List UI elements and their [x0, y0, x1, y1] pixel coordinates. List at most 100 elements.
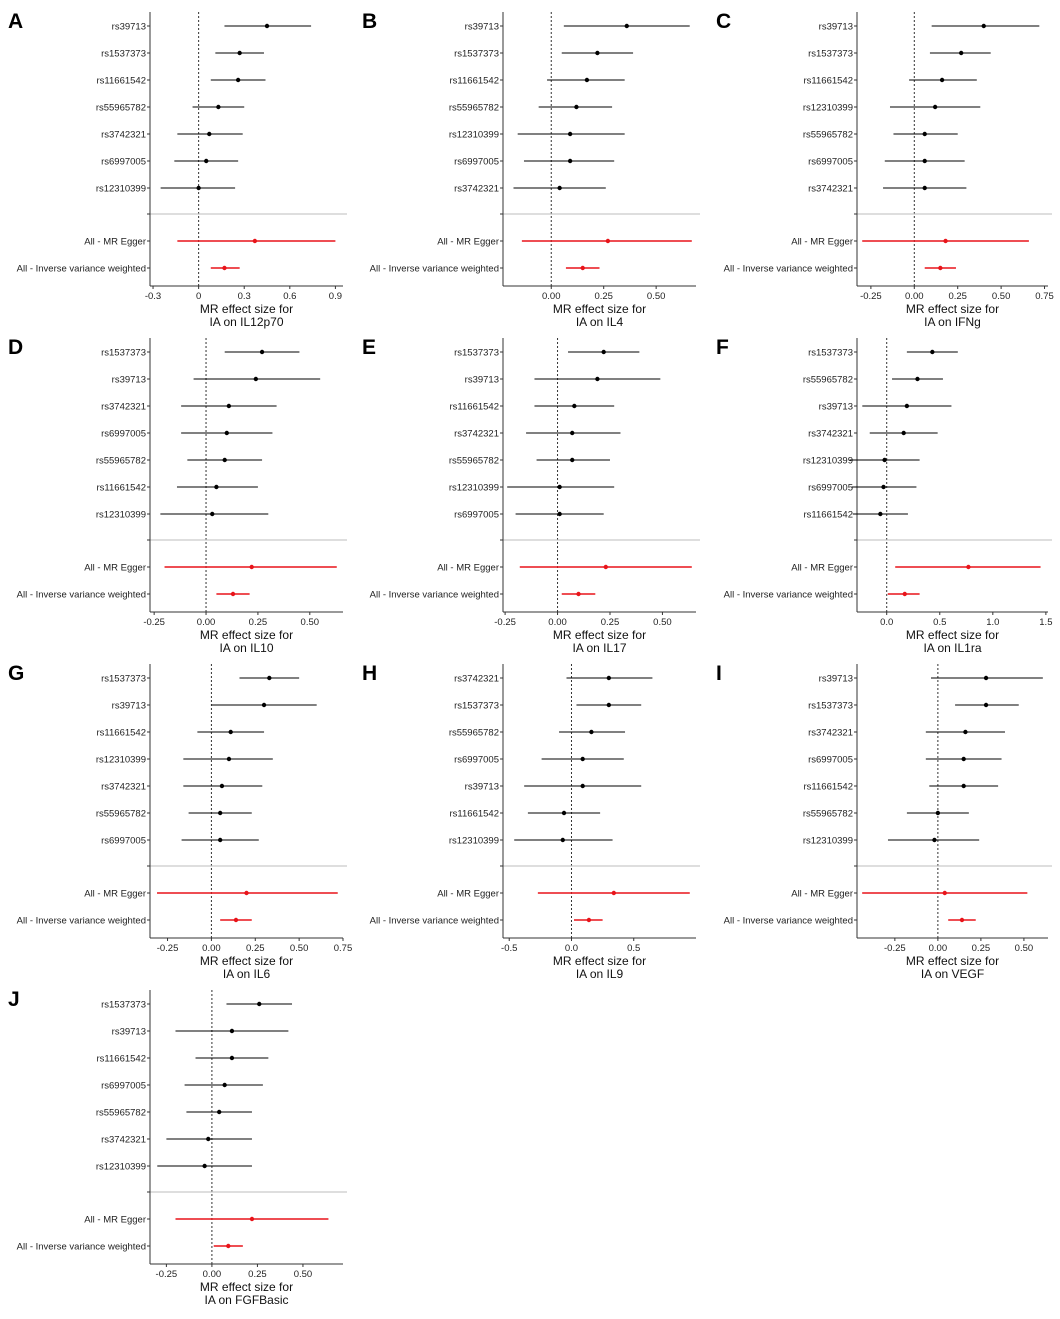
snp-point — [584, 77, 590, 83]
panel-letter: C — [716, 10, 731, 33]
snp-row-label: rs1537373 — [808, 347, 853, 358]
snp-point — [572, 403, 577, 409]
x-tick-label: 0.25 — [948, 291, 967, 302]
snp-row-label: rs3742321 — [101, 1134, 146, 1145]
panel-letter: D — [8, 336, 23, 359]
snp-row-label: rs39713 — [465, 781, 499, 792]
x-axis-title: MR effect size for — [906, 302, 999, 316]
summary-row-label: All - MR Egger — [84, 236, 146, 247]
x-tick-label: 0.9 — [329, 291, 342, 302]
snp-point — [580, 783, 585, 789]
snp-row-label: rs3742321 — [808, 183, 853, 194]
x-axis-subtitle: IA on FGFBasic — [204, 1293, 288, 1307]
snp-point — [567, 158, 573, 164]
snp-point — [930, 349, 935, 355]
x-tick-label: 1.5 — [1039, 617, 1052, 628]
snp-row-label: rs6997005 — [101, 1080, 146, 1091]
snp-point — [264, 23, 270, 29]
summary-point — [244, 890, 249, 896]
snp-row-label: rs11661542 — [97, 482, 146, 493]
snp-point — [878, 511, 883, 517]
x-tick-label: -0.25 — [157, 943, 179, 954]
x-axis-title: MR effect size for — [200, 954, 293, 968]
snp-point — [915, 376, 920, 382]
snp-row-label: rs39713 — [112, 1026, 146, 1037]
x-axis-title: MR effect size for — [200, 1280, 293, 1294]
snp-point — [259, 349, 265, 355]
snp-point — [939, 77, 945, 83]
x-axis-subtitle: IA on IL6 — [223, 967, 271, 981]
summary-row-label: All - Inverse variance weighted — [17, 1241, 146, 1252]
snp-point — [204, 158, 209, 164]
snp-point — [261, 702, 267, 708]
snp-row-label: rs39713 — [112, 374, 146, 385]
x-tick-label: -0.25 — [156, 1269, 178, 1280]
panel-letter: J — [8, 988, 20, 1011]
x-tick-label: 0 — [196, 291, 201, 302]
x-tick-label: 0.25 — [594, 291, 613, 302]
x-tick-label: 0.00 — [197, 617, 216, 628]
summary-point — [959, 917, 965, 923]
snp-point — [958, 50, 964, 56]
snp-row-label: rs39713 — [819, 673, 853, 684]
snp-row-label: rs55965782 — [449, 455, 499, 466]
snp-row-label: rs55965782 — [96, 1107, 146, 1118]
snp-point — [229, 1055, 235, 1061]
summary-point — [902, 591, 907, 597]
snp-row-label: rs55965782 — [803, 808, 853, 819]
x-tick-label: 0.50 — [290, 943, 309, 954]
snp-row-label: rs1537373 — [101, 347, 146, 358]
snp-point — [922, 131, 927, 137]
summary-row-label: All - MR Egger — [84, 1214, 146, 1225]
snp-row-label: rs6997005 — [454, 754, 499, 765]
snp-point — [237, 50, 242, 56]
snp-point — [235, 77, 241, 83]
snp-row-label: rs12310399 — [96, 183, 146, 194]
summary-row-label: All - MR Egger — [84, 888, 146, 899]
snp-row-label: rs12310399 — [803, 455, 853, 466]
summary-point — [226, 1243, 231, 1249]
snp-point — [217, 837, 223, 843]
snp-point — [557, 185, 562, 191]
summary-row-label: All - Inverse variance weighted — [370, 589, 499, 600]
snp-point — [557, 484, 562, 490]
summary-point — [938, 265, 943, 271]
x-axis-title: MR effect size for — [553, 954, 646, 968]
snp-row-label: rs55965782 — [803, 129, 853, 140]
panel-letter: I — [716, 662, 722, 685]
snp-point — [624, 23, 629, 29]
snp-row-label: rs1537373 — [101, 673, 146, 684]
snp-point — [961, 756, 966, 762]
snp-point — [570, 430, 575, 436]
snp-row-label: rs1537373 — [808, 48, 853, 59]
x-axis-title: MR effect size for — [906, 954, 999, 968]
snp-point — [882, 457, 887, 463]
snp-row-label: rs12310399 — [803, 835, 853, 846]
snp-point — [589, 729, 594, 735]
x-axis-title: MR effect size for — [200, 302, 293, 316]
snp-point — [983, 675, 989, 681]
snp-row-label: rs6997005 — [454, 156, 499, 167]
snp-point — [922, 185, 927, 191]
x-axis-title: MR effect size for — [906, 628, 999, 642]
snp-point — [216, 104, 221, 110]
snp-row-label: rs12310399 — [449, 482, 499, 493]
x-tick-label: 0.25 — [249, 617, 268, 628]
snp-row-label: rs12310399 — [96, 509, 146, 520]
x-axis-subtitle: IA on IL4 — [576, 315, 624, 329]
summary-row-label: All - Inverse variance weighted — [17, 263, 146, 274]
x-tick-label: 0.50 — [294, 1269, 313, 1280]
x-tick-label: 0.25 — [246, 943, 265, 954]
x-tick-label: -0.25 — [860, 291, 882, 302]
snp-row-label: rs11661542 — [97, 75, 146, 86]
snp-row-label: rs11661542 — [450, 75, 499, 86]
snp-row-label: rs39713 — [112, 700, 146, 711]
snp-point — [904, 403, 910, 409]
snp-point — [606, 675, 612, 681]
snp-row-label: rs55965782 — [449, 727, 499, 738]
snp-point — [595, 376, 600, 382]
snp-row-label: rs39713 — [819, 21, 853, 32]
snp-point — [217, 810, 223, 816]
snp-point — [567, 131, 573, 137]
